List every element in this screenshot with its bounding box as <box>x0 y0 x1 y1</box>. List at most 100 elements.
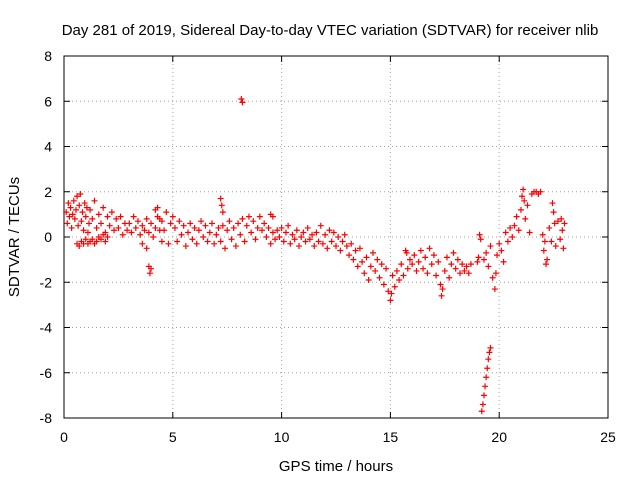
data-point <box>239 215 246 222</box>
data-point <box>261 220 268 227</box>
data-point <box>239 99 246 106</box>
data-point <box>544 256 551 263</box>
data-point <box>385 288 392 295</box>
data-point <box>211 240 218 247</box>
data-point <box>182 243 189 250</box>
data-point <box>241 238 248 245</box>
data-point <box>479 401 486 408</box>
data-point <box>81 200 88 207</box>
x-tick-label: 15 <box>383 429 399 445</box>
data-point <box>189 236 196 243</box>
data-point <box>507 224 514 231</box>
data-point <box>141 227 148 234</box>
data-point <box>498 247 505 254</box>
data-point <box>248 229 255 236</box>
data-point <box>252 236 259 243</box>
data-point <box>446 274 453 281</box>
data-point <box>554 218 561 225</box>
data-point <box>511 222 518 229</box>
data-point <box>391 283 398 290</box>
data-point <box>263 234 270 240</box>
data-point <box>148 265 155 272</box>
data-point <box>245 213 252 220</box>
data-point <box>363 254 370 261</box>
data-point <box>350 256 357 263</box>
data-point <box>361 270 368 277</box>
data-point <box>206 229 213 236</box>
data-point <box>230 224 237 231</box>
data-point <box>537 188 544 195</box>
data-point <box>477 236 484 243</box>
data-point <box>376 274 383 281</box>
data-point <box>78 218 85 225</box>
data-point <box>191 224 198 231</box>
data-point <box>235 220 242 227</box>
data-point <box>474 258 481 265</box>
data-point <box>467 261 474 268</box>
data-point <box>494 252 501 259</box>
data-points <box>63 95 568 415</box>
data-point <box>215 224 222 231</box>
data-point <box>202 222 209 229</box>
x-tick-label: 20 <box>491 429 507 445</box>
data-point <box>293 227 300 234</box>
data-point <box>413 267 420 274</box>
data-point <box>296 243 303 250</box>
data-point <box>398 261 405 268</box>
data-point <box>265 224 272 231</box>
data-point <box>222 245 229 252</box>
data-point <box>68 224 75 231</box>
data-point <box>435 258 442 265</box>
data-point <box>219 222 226 229</box>
data-point <box>319 240 326 247</box>
data-point <box>243 222 250 229</box>
data-point <box>309 231 316 238</box>
data-point <box>426 245 433 252</box>
data-point <box>143 245 150 252</box>
data-point <box>276 234 283 240</box>
data-point <box>550 209 557 216</box>
data-point <box>352 247 359 254</box>
data-point <box>74 193 81 200</box>
data-point <box>171 224 178 231</box>
data-point <box>165 240 172 247</box>
data-point <box>269 229 276 236</box>
data-point <box>365 276 372 283</box>
data-point <box>540 247 547 254</box>
data-point <box>513 213 520 220</box>
y-tick-label: -2 <box>40 274 53 290</box>
y-tick-label: -4 <box>40 320 53 336</box>
data-point <box>71 215 78 222</box>
axis-ticks <box>63 55 609 419</box>
data-point <box>403 249 410 256</box>
data-point <box>380 281 387 288</box>
data-point <box>117 213 124 220</box>
data-point <box>389 272 396 279</box>
data-point <box>541 238 548 245</box>
data-point <box>163 209 170 216</box>
data-point <box>483 249 490 256</box>
data-point <box>70 197 77 204</box>
data-point <box>486 349 493 356</box>
data-point <box>111 227 118 234</box>
data-point <box>313 229 320 236</box>
data-point <box>561 220 568 227</box>
data-point <box>83 204 90 211</box>
data-point <box>158 238 165 245</box>
data-point <box>174 238 181 245</box>
data-point <box>439 286 446 293</box>
data-point <box>302 238 309 245</box>
data-point <box>198 218 205 225</box>
data-point <box>128 229 135 236</box>
x-tick-labels: 0 5 10 15 20 25 <box>60 429 616 445</box>
data-point <box>485 356 492 363</box>
data-point <box>195 227 202 234</box>
data-point <box>417 247 424 254</box>
y-tick-label: -6 <box>40 365 53 381</box>
data-point <box>311 243 318 250</box>
data-point <box>79 209 86 216</box>
data-point <box>452 265 459 272</box>
data-point <box>369 249 376 256</box>
data-point <box>232 243 239 250</box>
